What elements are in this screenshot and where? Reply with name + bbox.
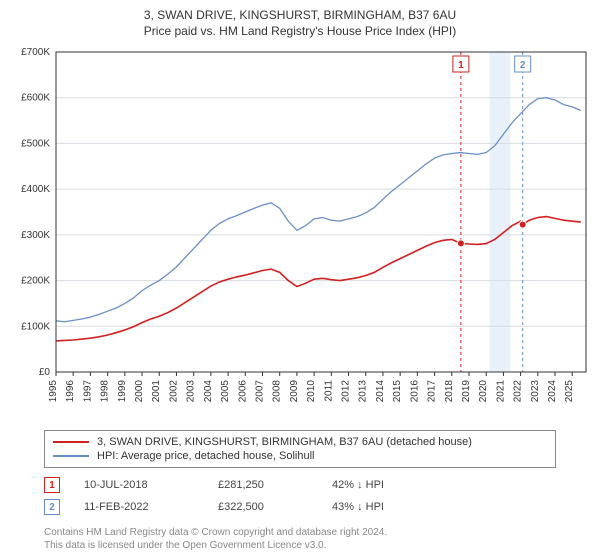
svg-text:2025: 2025: [564, 380, 575, 403]
svg-text:2015: 2015: [392, 380, 403, 403]
svg-text:2011: 2011: [323, 380, 334, 402]
svg-text:2022: 2022: [513, 380, 524, 403]
svg-text:2003: 2003: [186, 380, 197, 403]
title-block: 3, SWAN DRIVE, KINGSHURST, BIRMINGHAM, B…: [0, 0, 600, 42]
svg-text:2024: 2024: [547, 380, 558, 403]
legend-row: 3, SWAN DRIVE, KINGSHURST, BIRMINGHAM, B…: [53, 435, 547, 449]
svg-text:2009: 2009: [289, 380, 300, 403]
legend-label: 3, SWAN DRIVE, KINGSHURST, BIRMINGHAM, B…: [97, 436, 472, 448]
transaction-delta: 42% ↓ HPI: [332, 479, 384, 491]
legend: 3, SWAN DRIVE, KINGSHURST, BIRMINGHAM, B…: [44, 430, 556, 468]
footer: Contains HM Land Registry data © Crown c…: [44, 526, 556, 552]
legend-label: HPI: Average price, detached house, Soli…: [97, 450, 315, 462]
svg-text:2006: 2006: [237, 380, 248, 403]
transaction-date: 11-FEB-2022: [84, 501, 194, 513]
svg-text:2019: 2019: [461, 380, 472, 403]
footer-line-1: Contains HM Land Registry data © Crown c…: [44, 526, 556, 539]
legend-swatch: [53, 455, 89, 457]
chart-subtitle: Price paid vs. HM Land Registry's House …: [0, 24, 600, 38]
transaction-row: 2 11-FEB-2022 £322,500 43% ↓ HPI: [44, 496, 556, 518]
svg-text:£0: £0: [39, 367, 51, 378]
svg-text:2007: 2007: [254, 380, 265, 403]
transaction-date: 10-JUL-2018: [84, 479, 194, 491]
transaction-delta: 43% ↓ HPI: [332, 501, 384, 513]
svg-text:1999: 1999: [117, 380, 128, 403]
svg-text:2018: 2018: [444, 380, 455, 403]
svg-text:£500K: £500K: [21, 138, 50, 149]
svg-text:2020: 2020: [478, 380, 489, 403]
svg-text:1: 1: [458, 60, 464, 71]
transaction-price: £322,500: [218, 501, 308, 513]
footer-line-2: This data is licensed under the Open Gov…: [44, 539, 556, 552]
svg-text:2016: 2016: [409, 380, 420, 403]
svg-text:2000: 2000: [134, 380, 145, 403]
svg-text:1996: 1996: [65, 380, 76, 403]
svg-text:£700K: £700K: [21, 47, 50, 58]
chart-container: 3, SWAN DRIVE, KINGSHURST, BIRMINGHAM, B…: [0, 0, 600, 552]
transaction-marker: 1: [44, 477, 60, 493]
svg-text:2013: 2013: [358, 380, 369, 403]
svg-text:£100K: £100K: [21, 321, 50, 332]
chart-plot: £0 £100K £200K £300K £400K £500K £600K £700K 1 2 1…: [0, 42, 600, 422]
transaction-price: £281,250: [218, 479, 308, 491]
chart-svg: £0 £100K £200K £300K £400K £500K £600K £700K 1 2 1…: [0, 42, 600, 422]
svg-text:2012: 2012: [341, 380, 352, 403]
svg-text:2017: 2017: [427, 380, 438, 403]
svg-text:£600K: £600K: [21, 93, 50, 104]
svg-text:£400K: £400K: [21, 184, 50, 195]
transaction-row: 1 10-JUL-2018 £281,250 42% ↓ HPI: [44, 474, 556, 496]
svg-text:1997: 1997: [82, 380, 93, 403]
svg-text:2021: 2021: [495, 380, 506, 403]
legend-row: HPI: Average price, detached house, Soli…: [53, 449, 547, 463]
svg-text:2008: 2008: [272, 380, 283, 403]
svg-text:2010: 2010: [306, 380, 317, 403]
transaction-marker: 2: [44, 499, 60, 515]
svg-text:2004: 2004: [203, 380, 214, 403]
svg-text:2005: 2005: [220, 380, 231, 403]
svg-text:2: 2: [520, 60, 526, 71]
svg-text:1998: 1998: [100, 380, 111, 403]
svg-text:£200K: £200K: [21, 276, 50, 287]
svg-text:1995: 1995: [48, 380, 59, 403]
svg-text:2002: 2002: [168, 380, 179, 403]
svg-text:£300K: £300K: [21, 230, 50, 241]
svg-text:2023: 2023: [530, 380, 541, 403]
chart-title: 3, SWAN DRIVE, KINGSHURST, BIRMINGHAM, B…: [0, 8, 600, 22]
legend-swatch: [53, 441, 89, 443]
transaction-rows: 1 10-JUL-2018 £281,250 42% ↓ HPI 2 11-FEB-202…: [44, 474, 556, 518]
svg-text:2014: 2014: [375, 380, 386, 403]
svg-text:2001: 2001: [151, 380, 162, 403]
